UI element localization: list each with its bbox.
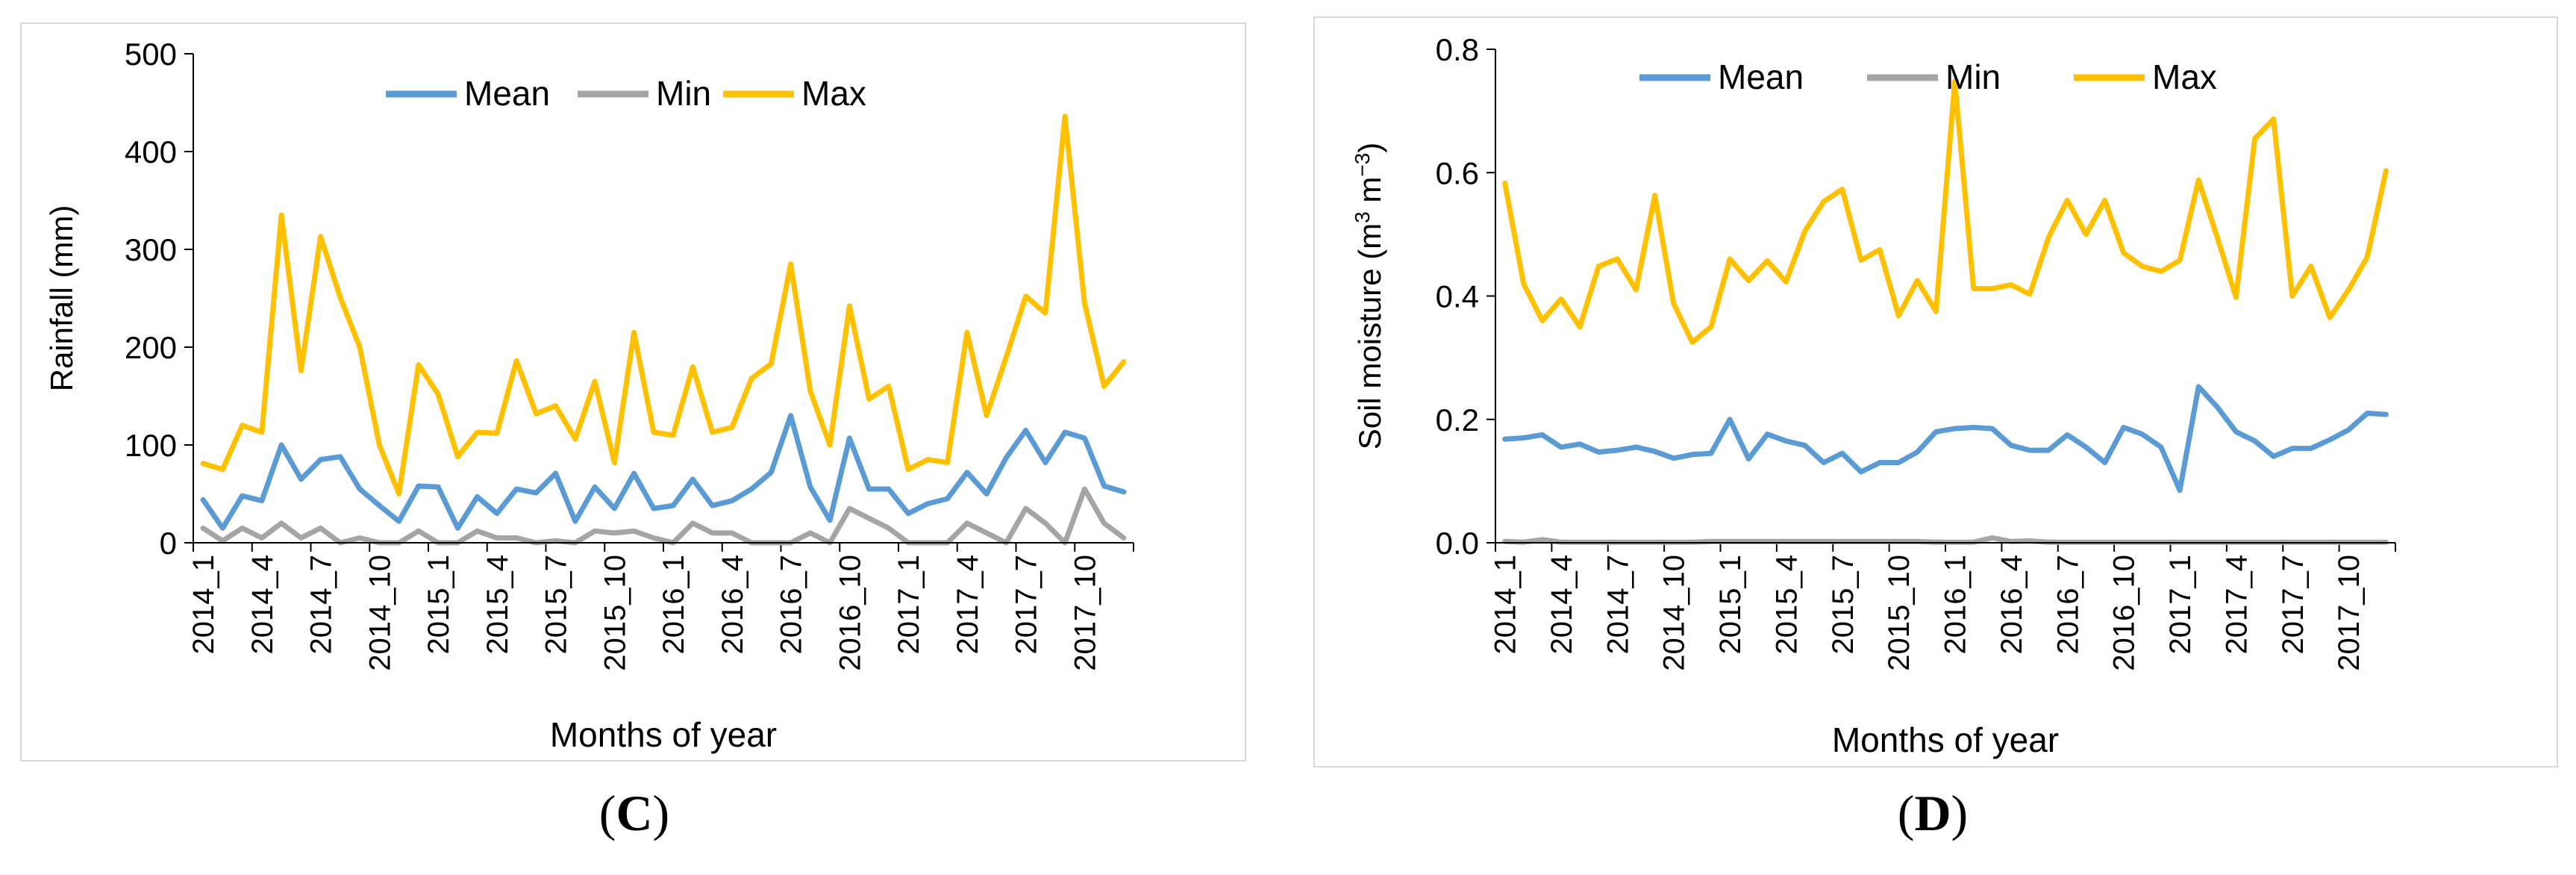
y-tick-label: 0.0: [1436, 526, 1479, 561]
x-tick-label: 2014_10: [363, 555, 396, 671]
legend-label-mean: Mean: [464, 74, 550, 113]
y-axis-title-part: Soil moisture (m: [1352, 223, 1387, 449]
x-tick-label: 2014_4: [1545, 555, 1578, 654]
legend-label-min: Min: [656, 74, 711, 113]
x-tick-label: 2015_4: [481, 555, 514, 654]
x-tick-label: 2016_1: [657, 555, 690, 654]
x-tick-label: 2014_1: [1489, 555, 1522, 654]
x-tick-label: 2015_1: [1714, 555, 1747, 654]
y-tick-label: 0.4: [1436, 279, 1479, 314]
x-tick-label: 2015_10: [598, 555, 631, 671]
x-tick-label: 2015_1: [422, 555, 455, 654]
y-axis-title: Soil moisture (m3 m−3): [1351, 143, 1388, 450]
series-line-mean: [200, 413, 1127, 531]
x-tick-label: 2017_1: [892, 555, 925, 654]
legend-label-mean: Mean: [1718, 57, 1804, 96]
y-tick-label: 200: [125, 330, 177, 365]
panel-caption-d: (D): [1897, 785, 1969, 841]
legend-label-max: Max: [801, 74, 866, 113]
x-tick-label: 2017_10: [1069, 555, 1101, 671]
y-axis-title-part: m: [1352, 177, 1387, 212]
legend-label-min: Min: [1945, 57, 2001, 96]
series-line-mean: [1502, 384, 2389, 493]
x-tick-label: 2015_7: [540, 555, 573, 654]
x-tick-label: 2016_7: [775, 555, 808, 654]
x-tick-label: 2014_10: [1658, 555, 1691, 671]
x-tick-label: 2016_1: [1939, 555, 1972, 654]
x-tick-label: 2017_7: [1010, 555, 1043, 654]
x-tick-label: 2014_1: [187, 555, 220, 654]
x-tick-label: 2017_10: [2333, 555, 2366, 671]
series-line-max: [200, 113, 1127, 496]
x-tick-label: 2017_4: [2220, 555, 2253, 654]
x-tick-label: 2017_4: [951, 555, 984, 654]
x-tick-label: 2014_7: [1601, 555, 1634, 654]
x-tick-label: 2016_10: [834, 555, 866, 671]
legend-label-max: Max: [2152, 57, 2217, 96]
x-tick-label: 2015_4: [1770, 555, 1803, 654]
x-axis-title: Months of year: [550, 715, 777, 754]
x-tick-label: 2015_7: [1827, 555, 1860, 654]
rainfall-chart: 0 100 200 300 400 500 2014_1 2014_4 2014_7 2014_1…: [44, 37, 1134, 754]
series-line-min: [1502, 535, 2389, 545]
chart-panel-c: 0 100 200 300 400 500 2014_1 2014_4 2014_7 2014_1…: [20, 22, 1246, 762]
series-line-min: [200, 486, 1127, 546]
x-tick-label: 2015_10: [1883, 555, 1916, 671]
x-tick-label: 2016_4: [716, 555, 749, 654]
y-tick-label: 0.2: [1436, 402, 1479, 437]
series-line-max: [1502, 78, 2389, 345]
y-axis-title-superscript: −3: [1351, 153, 1374, 177]
x-tick-label: 2016_10: [2108, 555, 2141, 671]
y-tick-label: 0.8: [1436, 32, 1479, 67]
y-axis-title: Rainfall (mm): [44, 205, 79, 392]
x-tick-label: 2014_7: [305, 555, 338, 654]
x-tick-label: 2016_7: [2051, 555, 2084, 654]
soil-moisture-chart: 0.0 0.2 0.4 0.6 0.8 2014_1 2014_4 2014_7 2014_10…: [1351, 32, 2396, 759]
x-tick-label: 2017_7: [2277, 555, 2310, 654]
panel-caption-c: (C): [598, 785, 670, 841]
y-tick-label: 400: [125, 134, 177, 169]
chart-panel-d: 0.0 0.2 0.4 0.6 0.8 2014_1 2014_4 2014_7 2014_10…: [1313, 16, 2558, 767]
x-tick-label: 2014_4: [246, 555, 279, 654]
y-tick-label: 500: [125, 37, 177, 72]
y-tick-label: 0.6: [1436, 155, 1479, 190]
y-axis-title-superscript: 3: [1351, 211, 1374, 223]
x-tick-label: 2016_4: [1995, 555, 2028, 654]
y-tick-label: 100: [125, 428, 177, 463]
y-axis-title-part: ): [1352, 143, 1387, 153]
y-tick-label: 0: [160, 526, 177, 561]
y-tick-label: 300: [125, 232, 177, 267]
x-axis-title: Months of year: [1832, 720, 2059, 759]
x-tick-label: 2017_1: [2164, 555, 2197, 654]
